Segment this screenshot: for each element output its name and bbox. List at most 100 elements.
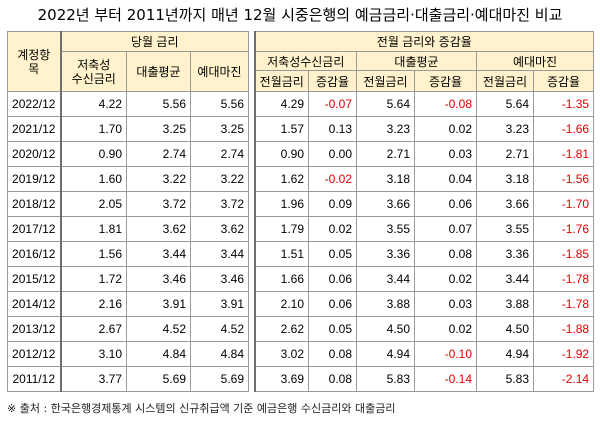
cell-prev-loan-rate: 4.94 <box>356 341 415 367</box>
source-footnote: ※ 출처 : 한국은행경제통계 시스템의 신규취급액 기준 예금은행 수신금리와… <box>7 402 396 415</box>
table-row: 2011/12 3.77 5.69 5.69 3.69 0.08 5.83 -0.14 5.83… <box>7 366 595 392</box>
cell-prev-loan-rate: 3.18 <box>356 166 415 192</box>
cell-margin: 3.72 <box>190 191 249 217</box>
cell-prev-margin: 3.23 <box>476 116 534 142</box>
table-body: 2022/12 4.22 5.56 5.56 4.29 -0.07 5.64 -0.08 5.6… <box>7 91 595 392</box>
cell-margin: 3.91 <box>190 291 249 317</box>
cell-prev-loan-rate: 3.36 <box>356 241 415 267</box>
cell-prev-margin: 3.18 <box>476 166 534 192</box>
table-row: 2013/12 2.67 4.52 4.52 2.62 0.05 4.50 0.02 4.50-… <box>7 316 595 342</box>
cell-prev-deposit-rate: 1.51 <box>253 241 309 267</box>
cell-date: 2013/12 <box>7 316 62 342</box>
cell-margin-change: -1.35 <box>532 91 595 117</box>
cell-deposit-rate: 1.56 <box>60 241 127 267</box>
cell-deposit-rate: 1.72 <box>60 266 127 292</box>
cell-prev-margin: 3.44 <box>476 266 534 292</box>
cell-margin-change: -1.70 <box>532 191 595 217</box>
cell-loan-rate: 4.52 <box>126 316 191 342</box>
cell-prev-loan-rate: 5.64 <box>356 91 415 117</box>
cell-prev-margin: 5.64 <box>476 91 534 117</box>
cell-prev-deposit-rate: 3.69 <box>253 366 309 392</box>
cell-date: 2021/12 <box>7 116 62 142</box>
cell-prev-deposit-rate: 1.57 <box>253 116 309 142</box>
cell-prev-deposit-rate: 3.02 <box>253 341 309 367</box>
cell-deposit-rate: 2.05 <box>60 191 127 217</box>
cell-margin: 3.62 <box>190 216 249 242</box>
cell-loan-rate: 3.22 <box>126 166 191 192</box>
cell-margin: 4.84 <box>190 341 249 367</box>
header-prev-group: 전월 금리와 증감율 <box>253 31 595 52</box>
cell-date: 2016/12 <box>7 241 62 267</box>
header-deposit-line2: 수신금리 <box>71 71 116 86</box>
cell-prev-margin: 5.83 <box>476 366 534 392</box>
cell-loan-change: 0.02 <box>414 116 477 142</box>
cell-loan-change: -0.08 <box>414 91 477 117</box>
cell-margin-change: -1.78 <box>532 266 595 292</box>
cell-deposit-change: 0.05 <box>308 241 357 267</box>
cell-date: 2020/12 <box>7 141 62 167</box>
table-row: 2014/12 2.16 3.91 3.91 2.10 0.06 3.88 0.03 3.88-… <box>7 291 595 317</box>
header-deposit: 저축성 수신금리 <box>60 51 127 92</box>
header-prev-loan: 대출평균 <box>356 51 477 71</box>
cell-loan-rate: 2.74 <box>126 141 191 167</box>
header-current-group: 당월 금리 <box>60 31 249 52</box>
cell-deposit-change: 0.08 <box>308 366 357 392</box>
header-prev-deposit: 저축성수신금리 <box>253 51 357 71</box>
cell-deposit-rate: 1.70 <box>60 116 127 142</box>
cell-deposit-change: 0.00 <box>308 141 357 167</box>
cell-date: 2017/12 <box>7 216 62 242</box>
cell-deposit-rate: 1.81 <box>60 216 127 242</box>
cell-prev-margin: 3.55 <box>476 216 534 242</box>
header-prev-rate: 전월금리 <box>253 70 309 92</box>
cell-prev-deposit-rate: 2.10 <box>253 291 309 317</box>
cell-margin-change: -1.78 <box>532 291 595 317</box>
cell-prev-loan-rate: 3.66 <box>356 191 415 217</box>
cell-deposit-rate: 3.10 <box>60 341 127 367</box>
cell-date: 2014/12 <box>7 291 62 317</box>
header-item: 계정항목 <box>7 31 62 92</box>
cell-deposit-change: 0.09 <box>308 191 357 217</box>
cell-prev-deposit-rate: 1.66 <box>253 266 309 292</box>
cell-loan-rate: 4.84 <box>126 341 191 367</box>
cell-loan-rate: 5.69 <box>126 366 191 392</box>
table-row: 2017/12 1.81 3.62 3.62 1.79 0.02 3.55 0.07 3.55-… <box>7 216 595 242</box>
cell-prev-deposit-rate: 1.62 <box>253 166 309 192</box>
cell-margin-change: -1.85 <box>532 241 595 267</box>
cell-margin-change: -1.88 <box>532 316 595 342</box>
table-row: 2012/12 3.10 4.84 4.84 3.02 0.08 4.94 -0.10 4.94… <box>7 341 595 367</box>
cell-margin-change: -1.81 <box>532 141 595 167</box>
cell-date: 2012/12 <box>7 341 62 367</box>
cell-loan-change: -0.10 <box>414 341 477 367</box>
header-prev-rate: 전월금리 <box>476 70 534 92</box>
table-row: 2020/12 0.90 2.74 2.74 0.90 0.00 2.71 0.03 2.71-… <box>7 141 595 167</box>
header-change: 증감율 <box>532 70 595 92</box>
table-row: 2019/12 1.60 3.22 3.22 1.62 -0.02 3.18 0.04 3.18… <box>7 166 595 192</box>
header-change: 증감율 <box>414 70 477 92</box>
rate-comparison-table: 계정항목 당월 금리 전월 금리와 증감율 저축성 수신금리 대출평균 예대마진… <box>7 31 595 392</box>
cell-margin: 3.25 <box>190 116 249 142</box>
header-prev-rate: 전월금리 <box>356 70 415 92</box>
cell-margin: 5.56 <box>190 91 249 117</box>
cell-loan-rate: 3.44 <box>126 241 191 267</box>
cell-margin: 2.74 <box>190 141 249 167</box>
table-row: 2022/12 4.22 5.56 5.56 4.29 -0.07 5.64 -0.08 5.6… <box>7 91 595 117</box>
cell-loan-change: 0.02 <box>414 316 477 342</box>
cell-loan-change: 0.07 <box>414 216 477 242</box>
cell-margin: 3.46 <box>190 266 249 292</box>
cell-deposit-change: 0.02 <box>308 216 357 242</box>
cell-deposit-change: 0.13 <box>308 116 357 142</box>
cell-prev-loan-rate: 3.55 <box>356 216 415 242</box>
cell-margin-change: -2.14 <box>532 366 595 392</box>
cell-deposit-change: 0.06 <box>308 266 357 292</box>
cell-deposit-rate: 4.22 <box>60 91 127 117</box>
table-row: 2016/12 1.56 3.44 3.44 1.51 0.05 3.36 0.08 3.36-… <box>7 241 595 267</box>
cell-prev-loan-rate: 2.71 <box>356 141 415 167</box>
cell-margin: 3.44 <box>190 241 249 267</box>
cell-prev-margin: 4.50 <box>476 316 534 342</box>
cell-loan-change: 0.04 <box>414 166 477 192</box>
cell-prev-deposit-rate: 1.96 <box>253 191 309 217</box>
cell-loan-rate: 3.91 <box>126 291 191 317</box>
cell-loan-rate: 3.25 <box>126 116 191 142</box>
cell-prev-loan-rate: 5.83 <box>356 366 415 392</box>
cell-loan-change: 0.08 <box>414 241 477 267</box>
